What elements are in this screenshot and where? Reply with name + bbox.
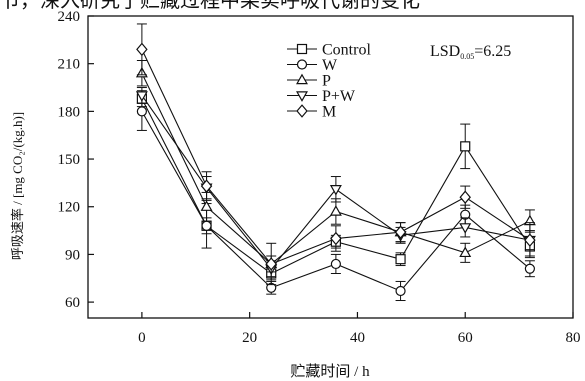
- y-tick-label: 240: [58, 9, 81, 25]
- data-point: [459, 246, 472, 258]
- y-tick-label: 210: [58, 57, 81, 73]
- data-point: [395, 285, 406, 297]
- legend-marker: [296, 104, 308, 118]
- data-point: [329, 205, 342, 216]
- data-point: [329, 185, 342, 196]
- legend-marker: [296, 91, 308, 102]
- legend-label: P+W: [322, 88, 356, 105]
- data-point: [330, 258, 341, 270]
- data-point: [459, 223, 472, 234]
- legend-item: Control: [287, 42, 371, 59]
- x-tick-label: 60: [458, 330, 473, 346]
- y-tick-label: 180: [58, 104, 81, 120]
- data-point: [524, 263, 535, 274]
- legend-marker: [296, 73, 308, 85]
- lsd-annotation: LSD0.05=6.25: [430, 43, 511, 61]
- data-point: [200, 179, 213, 193]
- series-m: [136, 23, 536, 286]
- x-axis-label: 贮藏时间 / h: [290, 363, 370, 380]
- data-point: [524, 233, 536, 247]
- legend-marker: [296, 43, 308, 55]
- y-tick-label: 150: [58, 152, 81, 168]
- y-tick-label: 120: [58, 200, 81, 216]
- data-point: [460, 141, 471, 152]
- legend-label: M: [322, 104, 336, 121]
- data-point: [265, 257, 277, 271]
- legend-marker: [296, 59, 308, 70]
- lsd-main: LSD: [430, 43, 460, 60]
- legend-label: W: [322, 57, 338, 74]
- x-tick-label: 20: [242, 330, 257, 346]
- y-axis-label: 呼吸速率 / [mg CO₂/(kg.h)]: [10, 112, 25, 260]
- data-point: [330, 231, 342, 246]
- legend-label: P: [322, 73, 331, 90]
- data-point: [136, 42, 148, 57]
- legend-label: Control: [322, 42, 371, 59]
- y-tick-label: 60: [65, 295, 80, 311]
- data-point: [395, 254, 406, 265]
- lsd-value: =6.25: [474, 43, 511, 60]
- legend-item: P+W: [287, 88, 356, 105]
- axes: 0 20 40 60 80 60 90 120 150 180 210 240: [58, 9, 581, 346]
- cropped-caption-text: 节，深入研究了贮藏过程中果实呼吸代谢的变化: [0, 0, 420, 12]
- y-tick-label: 90: [65, 247, 80, 263]
- data-point: [135, 91, 148, 102]
- legend-item: W: [287, 57, 338, 74]
- plot-frame: [87, 15, 574, 319]
- x-tick-label: 40: [350, 330, 365, 346]
- lsd-sub: 0.05: [460, 52, 474, 61]
- series-group: [135, 23, 536, 302]
- data-point: [394, 225, 407, 239]
- data-point: [459, 190, 471, 204]
- x-tick-label: 80: [566, 330, 581, 346]
- data-point: [201, 220, 212, 231]
- legend-item: M: [287, 104, 336, 121]
- data-point: [136, 106, 147, 117]
- x-tick-label: 0: [138, 330, 146, 346]
- data-point: [200, 200, 213, 211]
- legend-item: P: [287, 73, 331, 90]
